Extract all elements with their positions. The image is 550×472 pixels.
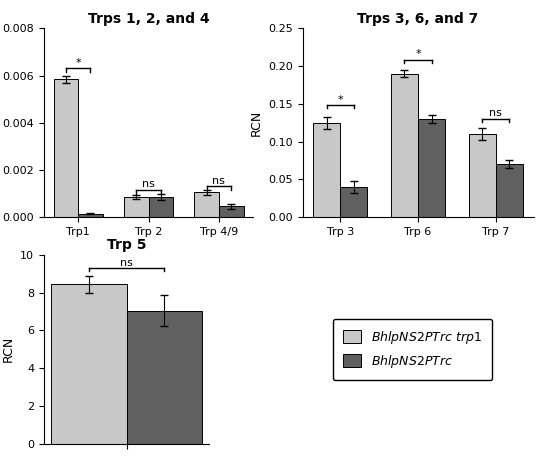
Text: *: * (75, 58, 81, 67)
Bar (496, 164, 523, 217)
Bar (52, 284, 127, 444)
Text: ns: ns (120, 258, 133, 268)
Bar (219, 207, 244, 217)
Title: Trp 5: Trp 5 (107, 238, 146, 253)
Bar (124, 197, 148, 217)
Y-axis label: RCN: RCN (250, 110, 262, 136)
Bar (148, 197, 173, 217)
Title: Trps 3, 6, and 7: Trps 3, 6, and 7 (358, 12, 478, 26)
Bar (53, 79, 78, 217)
Bar (194, 193, 219, 217)
Text: *: * (415, 50, 421, 59)
Title: Trps 1, 2, and 4: Trps 1, 2, and 4 (87, 12, 210, 26)
Text: *: * (337, 95, 343, 105)
Y-axis label: RCN: RCN (2, 336, 15, 362)
Bar (126, 311, 201, 444)
Bar (340, 187, 367, 217)
Legend: $Bh$l$pNS2PTrc\ trp1$, $Bh$l$pNS2PTrc$: $Bh$l$pNS2PTrc\ trp1$, $Bh$l$pNS2PTrc$ (333, 319, 492, 380)
Bar (391, 74, 418, 217)
Bar (469, 134, 496, 217)
Text: ns: ns (490, 109, 502, 118)
Text: ns: ns (142, 179, 155, 189)
Bar (418, 119, 445, 217)
Text: ns: ns (212, 176, 226, 185)
Bar (313, 123, 340, 217)
Bar (78, 213, 103, 217)
